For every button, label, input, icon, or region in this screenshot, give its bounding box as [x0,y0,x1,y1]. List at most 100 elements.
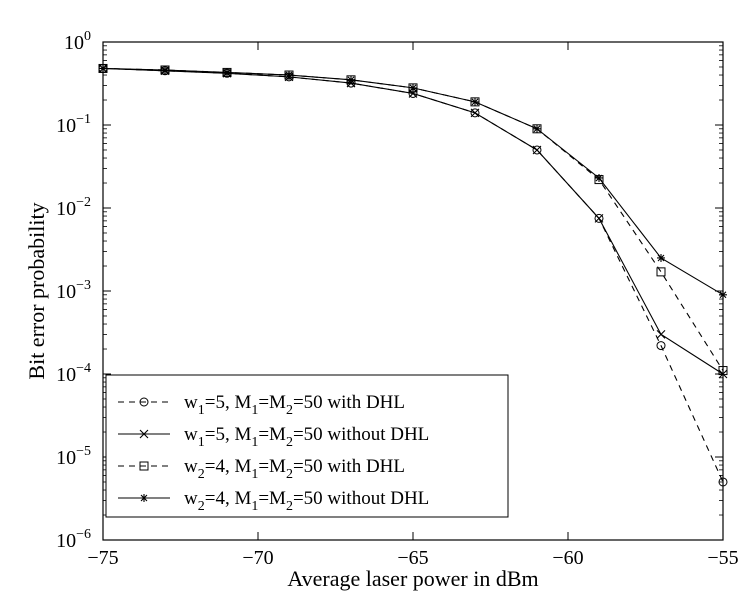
legend-label-part: w [184,424,198,445]
legend-label-part: 2 [286,435,293,450]
legend-label-part: 1 [198,435,205,450]
data-point [718,366,728,376]
legend-label-part: =M [258,424,286,445]
data-point [99,64,107,73]
data-point [719,290,727,299]
data-point [409,83,417,92]
data-point [594,213,604,223]
y-tick-label: 100 [64,29,91,54]
x-tick-label: −55 [707,547,738,569]
legend-item: w2=4, M1=M2=50 without DHL [118,488,429,514]
y-tick-base: 10 [56,530,76,552]
data-point [718,477,728,487]
legend-label-part: 1 [251,435,258,450]
data-point [532,145,542,155]
y-tick-base: 10 [56,281,76,303]
y-tick-label: 10−4 [56,361,91,386]
legend-item: w1=5, M1=M2=50 with DHL [118,392,405,418]
y-tick-base: 10 [64,32,84,54]
legend-label-part: =50 with DHL [293,392,405,413]
data-point [471,97,479,106]
series-line [102,67,724,296]
data-point [470,108,480,118]
y-tick-label: 10−1 [56,112,91,137]
legend-label-part: =5, M [205,424,252,445]
legend-label: w1=5, M1=M2=50 without DHL [184,424,429,450]
y-axis-title: Bit error probability [24,202,49,379]
y-tick-exponent: −6 [76,527,91,542]
data-point [470,108,480,118]
legend-label-part: 2 [198,499,205,514]
legend-item: w2=4, M1=M2=50 with DHL [118,456,405,482]
legend-label-part: 1 [251,467,258,482]
legend-label: w2=4, M1=M2=50 without DHL [184,488,429,514]
data-point [285,71,293,80]
x-tick-label: −60 [552,547,583,569]
y-tick-base: 10 [56,115,76,137]
series-4 [99,64,727,299]
data-point [595,173,603,182]
y-tick-exponent: −5 [76,444,91,459]
y-tick-label: 10−6 [56,527,91,552]
y-tick-base: 10 [56,198,76,220]
data-point [161,65,169,74]
legend-box [105,374,509,518]
y-tick-label: 10−5 [56,444,91,469]
legend-label-part: 2 [286,499,293,514]
y-tick-exponent: −2 [76,195,91,210]
legend-label-part: 2 [198,467,205,482]
data-point [594,213,604,223]
legend-label-part: 1 [251,499,258,514]
legend-label-part: 1 [198,403,205,418]
data-point [656,341,666,351]
legend-label-part: =M [258,456,286,477]
data-point [718,369,728,379]
data-point [656,267,666,277]
legend-marker [140,494,148,502]
y-tick-label: 10−2 [56,195,91,220]
legend-label-part: 2 [286,467,293,482]
legend-label-part: 1 [251,403,258,418]
legend-label-part: w [184,456,198,477]
data-point [533,124,541,133]
legend-label-part: w [184,488,198,509]
legend-label-part: =50 without DHL [293,424,429,445]
y-tick-exponent: −3 [76,278,91,293]
legend-marker [139,429,149,439]
y-tick-label: 10−3 [56,278,91,303]
legend-label-part: =5, M [205,392,252,413]
legend-label-part: =50 with DHL [293,456,405,477]
legend-label-part: =50 without DHL [293,488,429,509]
legend-label: w1=5, M1=M2=50 with DHL [184,392,405,418]
x-tick-label: −65 [397,547,428,569]
series-3 [98,63,728,376]
legend-label-part: =M [258,392,286,413]
legend-marker [139,461,149,471]
x-tick-label: −75 [87,547,118,569]
y-tick-base: 10 [56,364,76,386]
legend-label-part: =4, M [205,456,252,477]
y-tick-exponent: 0 [84,29,91,44]
data-point [657,253,665,262]
legend-label-part: w [184,392,198,413]
data-point [532,145,542,155]
legend-label-part: =4, M [205,488,252,509]
data-point [347,75,355,84]
x-axis-title: Average laser power in dBm [287,566,538,591]
legend-item: w1=5, M1=M2=50 without DHL [118,424,429,450]
y-tick-base: 10 [56,447,76,469]
legend-label: w2=4, M1=M2=50 with DHL [184,456,405,482]
series-line [102,67,724,371]
legend-label-part: 2 [286,403,293,418]
series-line [102,67,724,375]
legend-label-part: =M [258,488,286,509]
legend-marker [139,397,149,407]
x-tick-label: −70 [242,547,273,569]
y-tick-exponent: −4 [76,361,91,376]
data-point [656,330,666,339]
data-point [223,68,231,77]
y-tick-exponent: −1 [76,112,91,127]
